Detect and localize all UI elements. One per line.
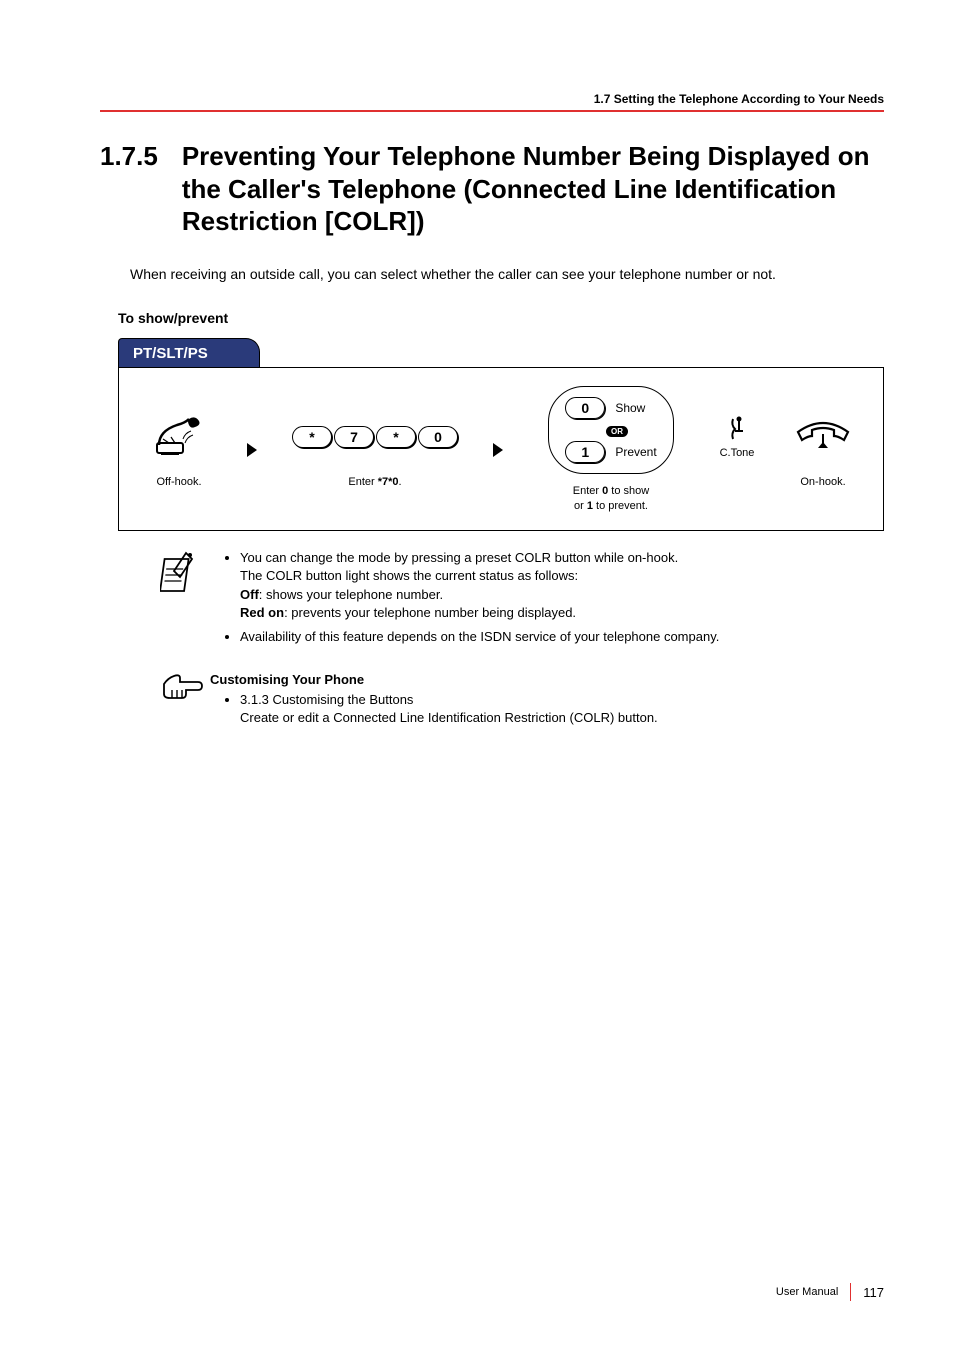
dial-label-prefix: Enter — [348, 476, 377, 488]
page-footer: User Manual 117 — [776, 1283, 884, 1301]
procedure-tab: PT/SLT/PS — [118, 338, 260, 368]
section-heading: 1.7.5 Preventing Your Telephone Number B… — [100, 140, 884, 238]
section-title-text: Preventing Your Telephone Number Being D… — [182, 140, 884, 238]
step-offhook: Off-hook. — [139, 409, 219, 490]
onhook-icon — [794, 418, 852, 457]
section-intro: When receiving an outside call, you can … — [130, 266, 884, 282]
notes-block: You can change the mode by pressing a pr… — [160, 549, 884, 652]
option-key-1: 1 — [565, 441, 605, 463]
ctone-label: C.Tone — [720, 447, 755, 459]
customising-item-l2: Create or edit a Connected Line Identifi… — [240, 710, 658, 725]
step-option-label: Enter 0 to showor 1 to prevent. — [531, 484, 691, 515]
offhook-icon — [155, 415, 203, 460]
customising-item: 3.1.3 Customising the Buttons Create or … — [240, 691, 658, 727]
option-label-prevent: Prevent — [615, 445, 656, 459]
step-offhook-label: Off-hook. — [139, 475, 219, 490]
footer-page: 117 — [863, 1285, 884, 1300]
option-key-0: 0 — [565, 397, 605, 419]
section-number: 1.7.5 — [100, 140, 158, 173]
notepad-icon — [160, 549, 210, 600]
note-item: Availability of this feature depends on … — [240, 628, 719, 646]
tone-icon — [725, 415, 749, 447]
customising-item-l1: 3.1.3 Customising the Buttons — [240, 692, 413, 707]
arrow-icon — [493, 443, 503, 457]
dial-label-suffix: . — [399, 476, 402, 488]
key-7: 7 — [334, 426, 374, 448]
customising-block: Customising Your Phone 3.1.3 Customising… — [160, 672, 884, 727]
step-onhook: On-hook. — [783, 409, 863, 490]
option-bubble: 0 Show OR 1 Prevent — [548, 386, 673, 474]
step-option: 0 Show OR 1 Prevent Enter 0 to showor 1 … — [531, 386, 691, 515]
option-label-show: Show — [615, 401, 645, 415]
header-breadcrumb: 1.7 Setting the Telephone According to Y… — [100, 92, 884, 112]
footer-divider — [850, 1283, 851, 1301]
or-pill: OR — [606, 426, 628, 437]
procedure-subhead: To show/prevent — [118, 310, 884, 326]
key-0: 0 — [418, 426, 458, 448]
customising-title: Customising Your Phone — [210, 672, 658, 687]
step-dial: * 7 * 0 Enter *7*0. — [285, 409, 465, 490]
step-ctone: C.Tone — [707, 409, 767, 490]
page-content: 1.7.5 Preventing Your Telephone Number B… — [100, 140, 884, 728]
key-star: * — [376, 426, 416, 448]
step-dial-label: Enter *7*0. — [285, 475, 465, 490]
footer-manual: User Manual — [776, 1286, 838, 1298]
arrow-icon — [247, 443, 257, 457]
procedure-box: Off-hook. * 7 * 0 Enter *7*0. — [118, 367, 884, 532]
note-item: You can change the mode by pressing a pr… — [240, 549, 719, 622]
pointing-hand-icon — [160, 672, 210, 705]
step-onhook-label: On-hook. — [783, 475, 863, 490]
key-star: * — [292, 426, 332, 448]
